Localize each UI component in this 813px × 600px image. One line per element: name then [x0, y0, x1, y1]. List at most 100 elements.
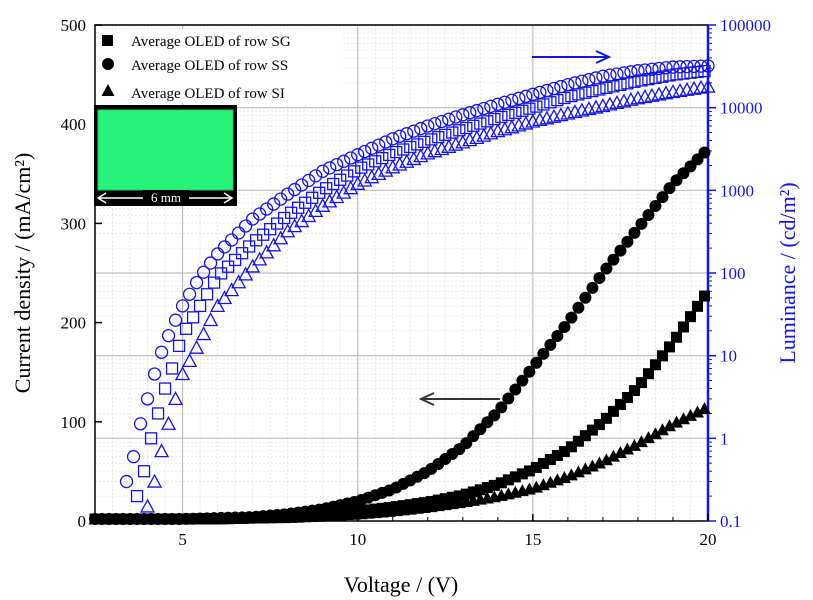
luminance-point-triangle [174, 366, 191, 381]
luminance-point-triangle [146, 473, 163, 488]
current-point-square [628, 385, 640, 397]
current-point-circle [572, 301, 585, 314]
luminance-point-square [418, 135, 431, 148]
current-point-circle [565, 311, 578, 324]
luminance-point-square [341, 169, 354, 182]
luminance-point-circle [701, 59, 715, 73]
current-point-square [607, 405, 619, 417]
luminance-point-circle [414, 121, 428, 136]
luminance-point-square [376, 151, 389, 165]
y-right-tick-label: 10 [720, 347, 737, 366]
current-point-circle [509, 383, 522, 396]
luminance-point-circle [554, 79, 568, 94]
y-right-axis-title: Luminance / (cd/m²) [775, 182, 800, 363]
luminance-point-circle [386, 132, 400, 146]
current-point-square [586, 424, 598, 436]
luminance-point-circle [358, 144, 372, 159]
luminance-point-square [235, 247, 249, 260]
luminance-point-circle [533, 85, 547, 100]
luminance-point-circle [666, 60, 680, 74]
current-point-circle [614, 244, 627, 257]
current-point-square [642, 368, 654, 380]
current-point-circle [656, 191, 669, 204]
luminance-point-triangle [308, 203, 324, 218]
luminance-point-triangle [224, 282, 240, 297]
luminance-point-square [404, 140, 417, 154]
current-point-square [502, 474, 514, 486]
luminance-point-square [670, 68, 683, 81]
current-point-square [579, 430, 591, 442]
luminance-point-circle [617, 66, 631, 80]
luminance-point-circle [175, 299, 190, 313]
luminance-point-circle [484, 99, 498, 114]
luminance-arrow [532, 50, 612, 64]
current-point-circle [579, 291, 592, 304]
luminance-point-circle [210, 247, 225, 261]
y-right-tick-label: 100000 [720, 16, 771, 35]
current-point-square [635, 377, 647, 389]
luminance-point-circle [140, 392, 155, 406]
luminance-point-square [172, 339, 186, 353]
current-point-circle [516, 374, 529, 387]
luminance-point-square [656, 70, 669, 83]
luminance-point-circle [512, 91, 526, 105]
luminance-point-triangle [700, 78, 716, 93]
current-point-square [460, 488, 472, 500]
luminance-point-circle [295, 178, 309, 192]
current-point-circle [586, 281, 599, 294]
luminance-point-square [320, 182, 333, 195]
luminance-point-circle [309, 169, 323, 183]
luminance-point-square [137, 465, 151, 478]
luminance-point-circle [610, 67, 624, 81]
luminance-point-square [446, 126, 459, 139]
current-point-triangle [592, 456, 606, 469]
oled-emission [98, 110, 233, 190]
luminance-point-circle [477, 101, 491, 116]
luminance-point-circle [119, 474, 134, 489]
current-point-circle [523, 365, 536, 378]
current-point-circle [635, 217, 648, 230]
luminance-point-square [179, 322, 193, 335]
current-point-square [614, 398, 626, 410]
luminance-point-square [523, 102, 536, 115]
current-arrow [418, 392, 500, 406]
luminance-point-triangle [160, 415, 177, 430]
luminance-point-circle [603, 68, 617, 82]
luminance-point-triangle [273, 230, 289, 245]
current-point-triangle [683, 408, 697, 421]
luminance-point-circle [302, 173, 316, 188]
luminance-point-triangle [322, 193, 338, 208]
luminance-point-circle [505, 93, 519, 107]
luminance-point-square [502, 108, 515, 122]
luminance-point-circle [638, 63, 652, 77]
current-point-circle [537, 347, 550, 360]
luminance-point-circle [687, 59, 701, 74]
luminance-point-circle [519, 89, 533, 103]
luminance-point-triangle [385, 159, 401, 174]
luminance-point-square [214, 267, 228, 280]
y-left-tick-label: 0 [78, 512, 87, 531]
luminance-point-circle [442, 112, 456, 126]
current-point-circle [551, 329, 564, 342]
luminance-point-triangle [357, 172, 373, 187]
luminance-point-circle [245, 212, 260, 226]
luminance-point-square [677, 67, 690, 80]
y-right-tick-label: 1000 [720, 181, 754, 200]
luminance-point-square [579, 86, 592, 99]
luminance-point-circle [288, 182, 302, 197]
luminance-point-circle [428, 117, 442, 131]
luminance-point-circle [421, 119, 435, 133]
luminance-point-circle [252, 207, 267, 221]
current-point-square [474, 484, 486, 496]
current-point-square [537, 457, 549, 469]
data-markers [88, 59, 716, 526]
luminance-point-square [537, 98, 550, 111]
luminance-point-circle [547, 81, 561, 96]
luminance-point-square [558, 91, 571, 105]
luminance-point-triangle [315, 197, 331, 212]
current-point-circle [502, 392, 515, 405]
legend: Average OLED of row SG Average OLED of r… [98, 29, 342, 103]
luminance-point-square [397, 143, 410, 156]
current-point-square [495, 477, 507, 489]
luminance-point-square [313, 186, 326, 199]
